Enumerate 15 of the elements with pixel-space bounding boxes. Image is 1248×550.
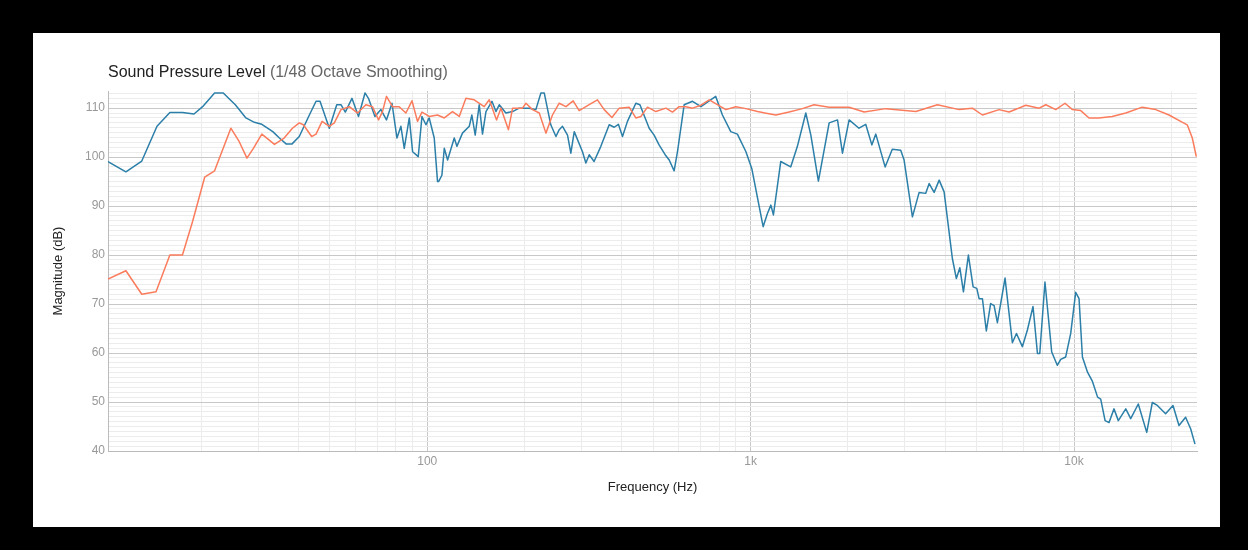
chart-title: Sound Pressure Level <box>108 63 266 80</box>
y-tick-label: 110 <box>85 100 106 115</box>
y-tick-label: 70 <box>91 296 106 311</box>
x-tick-label: 10k <box>1064 453 1085 468</box>
y-tick-label: 40 <box>91 443 106 458</box>
y-tick-label: 90 <box>91 198 106 213</box>
chart-subtitle: (1/48 Octave Smoothing) <box>269 63 448 80</box>
x-axis-title: Frequency (Hz) <box>607 478 698 494</box>
y-tick-label: 80 <box>91 247 106 262</box>
y-tick-label: 100 <box>84 149 106 164</box>
y-axis-title: Magnitude (dB) <box>50 226 66 316</box>
y-tick-label: 50 <box>91 394 106 409</box>
x-tick-label: 1k <box>744 453 758 468</box>
x-tick-label: 100 <box>417 453 438 468</box>
y-tick-label: 60 <box>91 345 106 360</box>
